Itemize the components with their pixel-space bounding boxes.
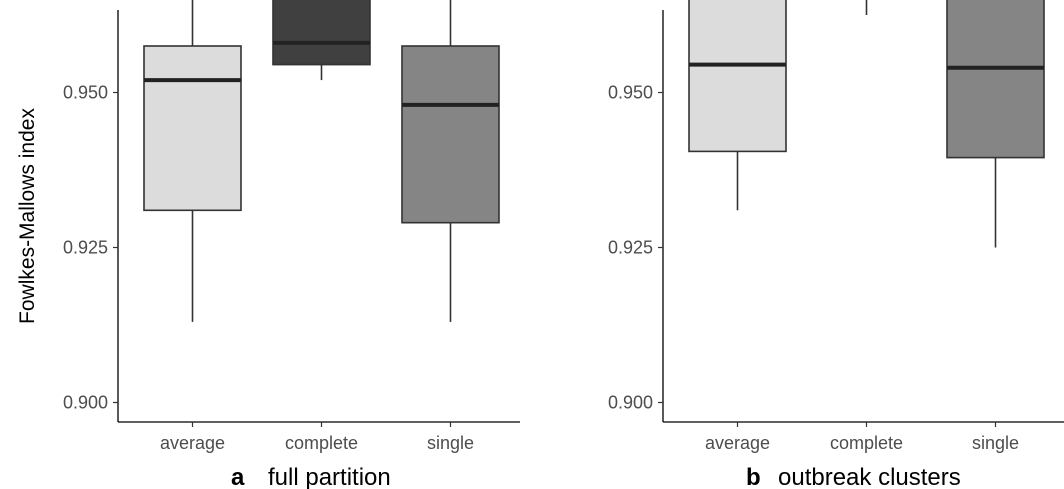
x-tick-label: single [427,433,474,453]
x-tick-label: single [972,433,1019,453]
box-single [401,45,500,224]
y-tick-label: 0.900 [608,393,653,413]
box-single [946,0,1045,159]
y-tick-label: 0.925 [608,238,653,258]
box-complete [272,0,371,66]
y-axis-label: Fowlkes-Mallows index [16,108,39,324]
panel-full-partition: 0.9000.9250.9500.9751.000averagecomplete… [16,0,520,489]
panel-letter: b [746,464,761,489]
box-average [143,45,242,212]
y-tick-label: 0.950 [608,83,653,103]
y-tick-label: 0.950 [63,83,108,103]
box-average [688,0,787,153]
x-axis-label: full partition [268,464,391,489]
panel-outbreak-clusters: 0.9000.9250.9500.9751.000averagecomplete… [608,0,1064,489]
x-tick-label: average [705,433,770,453]
x-tick-label: complete [285,433,358,453]
y-tick-label: 0.925 [63,238,108,258]
panel-letter: a [231,464,245,489]
x-tick-label: complete [830,433,903,453]
x-axis-label: outbreak clusters [778,464,961,489]
x-tick-label: average [160,433,225,453]
y-tick-label: 0.900 [63,393,108,413]
